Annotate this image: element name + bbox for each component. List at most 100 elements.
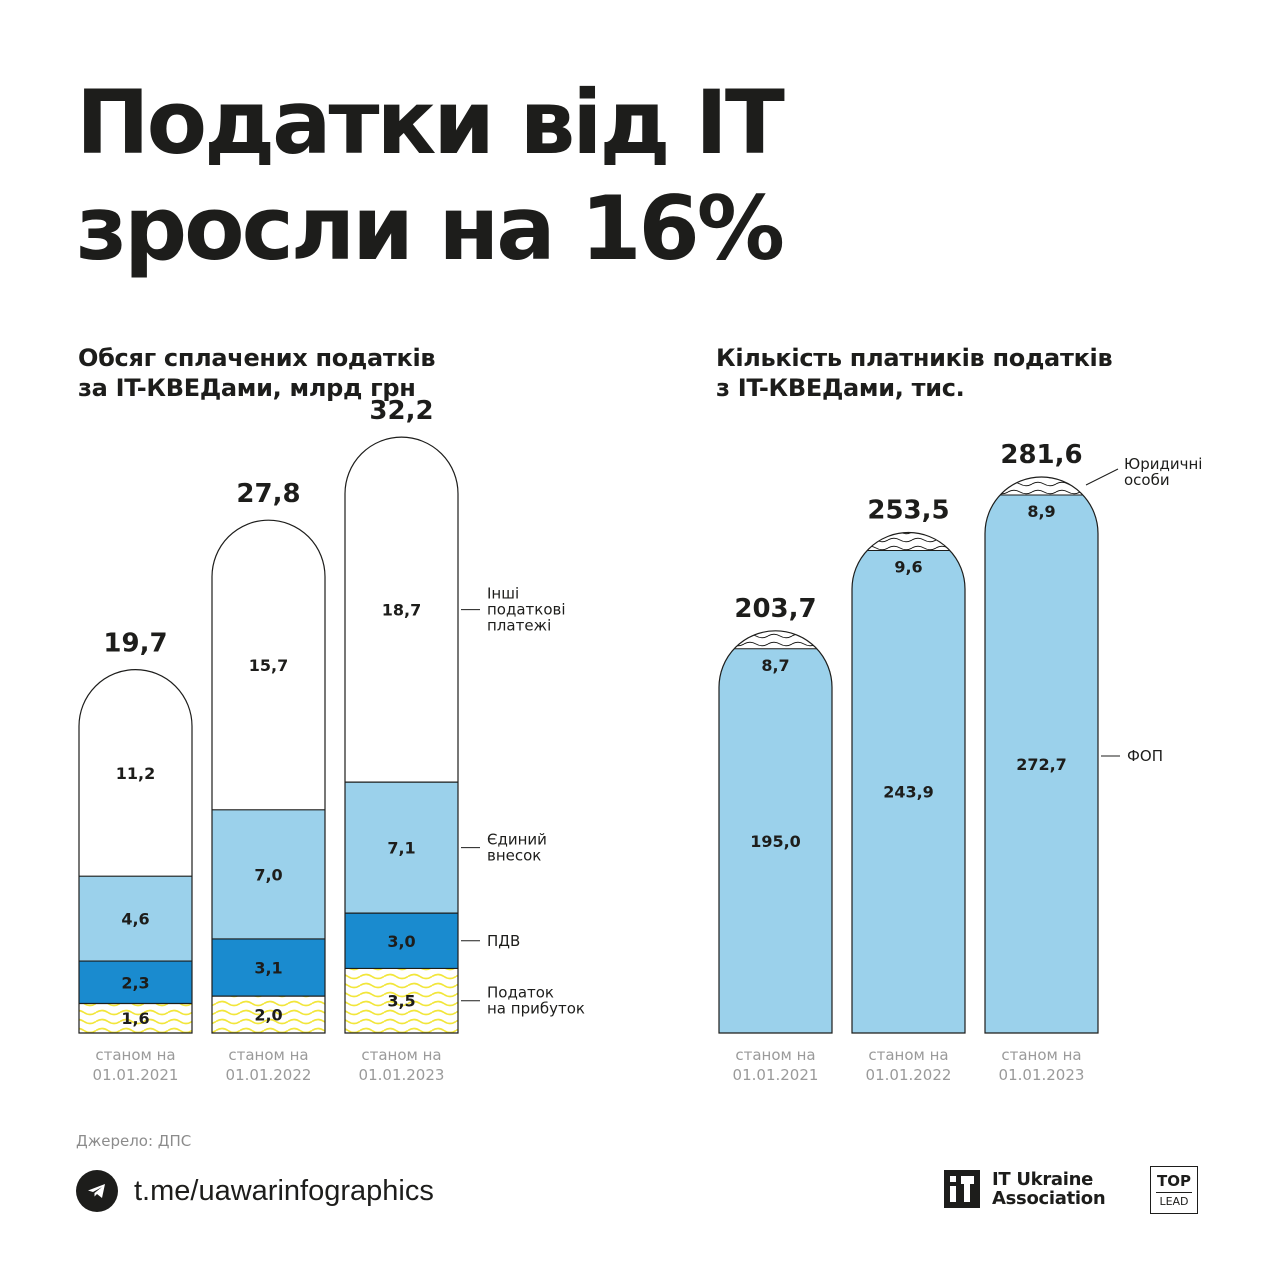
x-tick-label: 01.01.2023 (999, 1066, 1085, 1084)
title-line-2: зросли на 16% (76, 177, 785, 280)
legend-label: Єдиний (487, 831, 547, 849)
value-label: 243,9 (883, 783, 934, 802)
legend-label: Податок (487, 984, 554, 1002)
bar-segment-1 (345, 913, 458, 969)
it-ukraine-logo: IT Ukraine Association (944, 1169, 1106, 1209)
legend-label: Юридичні (1124, 455, 1202, 473)
total-label: 32,2 (369, 396, 433, 426)
bar-segment-cap (852, 532, 965, 551)
telegram-icon (76, 1170, 118, 1212)
telegram-url[interactable]: t.me/uawarinfographics (134, 1174, 434, 1207)
total-label: 27,8 (236, 479, 300, 509)
source-note: Джерело: ДПС (76, 1132, 192, 1150)
legend-label: ПДВ (487, 932, 520, 950)
bar-outline (211, 519, 326, 1034)
value-label: 2,3 (121, 973, 149, 992)
it-ukraine-line-1: IT Ukraine (992, 1169, 1094, 1190)
legend-entry-1: ПДВ (461, 932, 520, 950)
bar-segment-cap (719, 630, 832, 649)
top-lead-logo: TOP LEAD (1150, 1166, 1198, 1214)
legend-label: особи (1124, 471, 1170, 489)
left-chart-title-line-2: за IT-КВЕДами, млрд грн (78, 374, 416, 402)
page-title: Податки від IT зросли на 16% (76, 70, 785, 282)
legend-label: Інші (487, 585, 519, 603)
legend-label: внесок (487, 847, 541, 865)
value-label: 7,1 (387, 839, 415, 858)
total-label: 19,7 (103, 629, 167, 659)
bar-outline (851, 531, 966, 1034)
it-ukraine-line-2: Association (992, 1188, 1106, 1209)
telegram-link[interactable]: t.me/uawarinfographics (76, 1170, 434, 1212)
bar-segments (985, 477, 1098, 1034)
x-tick-label: 01.01.2022 (866, 1066, 952, 1084)
bar-outline (718, 630, 833, 1034)
x-tick-label: станом на (868, 1046, 948, 1064)
legend-label: платежі (487, 617, 551, 635)
value-label: 7,0 (254, 865, 282, 884)
right-chart-title-line-1: Кількість платників податків (716, 344, 1113, 372)
legend-label: податкові (487, 601, 566, 619)
value-label: 9,6 (894, 557, 922, 576)
top-lead-bottom: LEAD (1159, 1194, 1189, 1208)
bar-segment-3 (79, 669, 192, 877)
bar-segment-2 (345, 782, 458, 914)
bar-segment-1 (212, 938, 325, 997)
x-tick-label: станом на (735, 1046, 815, 1064)
value-label: 3,1 (254, 959, 282, 978)
bar-group-1: 243,9 9,6 253,5 станом на 01.01.2022 (851, 495, 966, 1084)
legend-label: ФОП (1127, 747, 1163, 765)
bar-segment-cap (985, 477, 1098, 495)
bar-segments (79, 669, 192, 1033)
bar-segment-2 (79, 876, 192, 962)
legend-leader (1085, 468, 1119, 486)
bar-segment-0 (345, 968, 458, 1033)
total-label: 281,6 (1000, 440, 1082, 470)
bar-segment-3 (212, 520, 325, 810)
bar-outline (78, 669, 193, 1034)
bar-segment-2 (212, 809, 325, 939)
value-label: 8,9 (1027, 502, 1055, 521)
total-label: 253,5 (867, 495, 949, 525)
x-tick-label: 01.01.2023 (359, 1066, 445, 1084)
bar-group-2: 272,7 8,9 281,6 станом на 01.01.2023 (984, 440, 1099, 1084)
it-ukraine-wordmark: IT Ukraine Association (992, 1169, 1106, 1209)
tax-volume-chart: 1,6 2,3 4,6 11,2 19,7 станом на 01.01.2021 2,0 3… (78, 396, 585, 1084)
x-tick-label: станом на (361, 1046, 441, 1064)
value-label: 8,7 (761, 656, 789, 675)
value-label: 15,7 (249, 656, 288, 675)
right-chart-title: Кількість платників податків з IT-КВЕДам… (716, 343, 1113, 403)
right-chart-title-line-2: з IT-КВЕДами, тис. (716, 374, 965, 402)
bar-group-0: 195,0 8,7 203,7 станом на 01.01.2021 (718, 594, 833, 1084)
bar-segment-3 (345, 437, 458, 783)
value-label: 195,0 (750, 832, 801, 851)
x-tick-label: станом на (228, 1046, 308, 1064)
value-label: 272,7 (1016, 755, 1067, 774)
legend-entry-fop: ФОП (1101, 747, 1163, 765)
taxpayers-chart: 195,0 8,7 203,7 станом на 01.01.2021 243,9 9,6… (718, 440, 1202, 1084)
bar-segments (212, 520, 325, 1033)
x-tick-label: станом на (95, 1046, 175, 1064)
value-label: 4,6 (121, 910, 149, 929)
top-lead-divider (1156, 1191, 1192, 1193)
bar-group-0: 1,6 2,3 4,6 11,2 19,7 станом на 01.01.2021 (78, 629, 193, 1084)
bar-segment-main (985, 495, 1098, 1034)
x-tick-label: 01.01.2021 (733, 1066, 819, 1084)
bar-segment-main (852, 550, 965, 1033)
title-line-1: Податки від IT (76, 71, 785, 174)
value-label: 11,2 (116, 764, 155, 783)
value-label: 18,7 (382, 601, 421, 620)
bar-segment-0 (79, 1003, 192, 1033)
bar-group-1: 2,0 3,1 7,0 15,7 27,8 станом на 01.01.2022 (211, 479, 326, 1084)
bar-segment-1 (79, 961, 192, 1004)
x-tick-label: 01.01.2021 (93, 1066, 179, 1084)
top-lead-top: TOP (1157, 1171, 1191, 1190)
value-label: 3,5 (387, 992, 415, 1011)
bar-outline (344, 436, 459, 1034)
value-label: 2,0 (254, 1006, 282, 1025)
bar-segment-0 (212, 996, 325, 1033)
bar-segment-main (719, 648, 832, 1033)
